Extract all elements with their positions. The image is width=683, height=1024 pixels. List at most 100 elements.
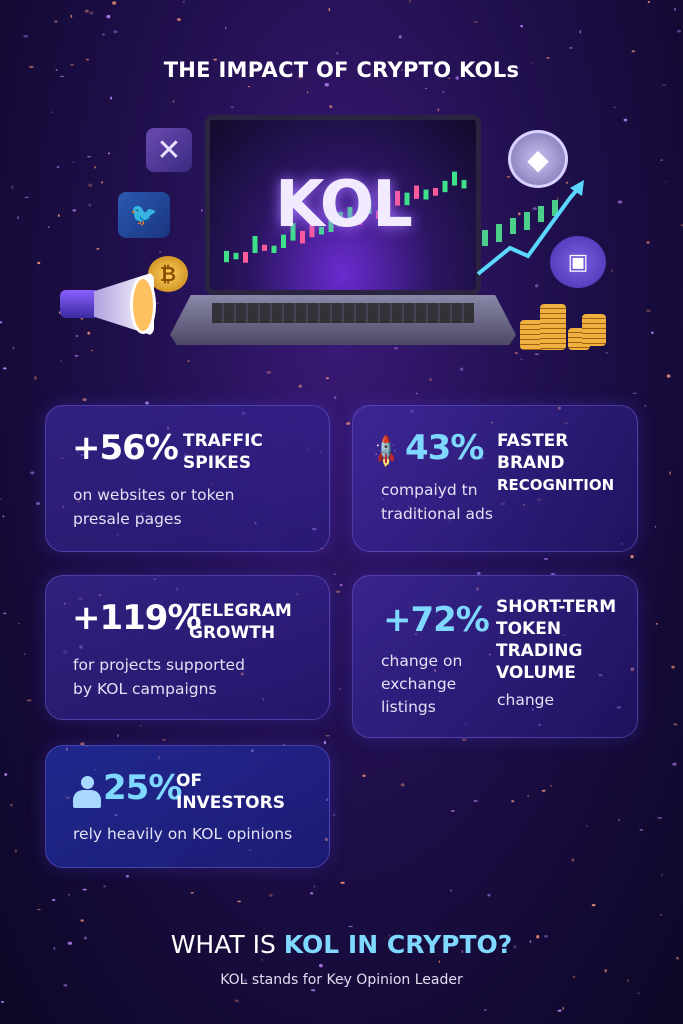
star-particle [348,925,354,928]
twitter-bird-icon: 🐦 [118,192,170,238]
star-particle [102,33,105,36]
candle [300,230,305,244]
star-particle [338,687,341,690]
star-particle [586,825,588,827]
star-particle [0,1001,5,1003]
footer-heading-plain: WHAT IS [170,930,276,959]
stat-card-traffic: +56% TRAFFIC SPIKES on websites or token p… [45,405,330,552]
star-particle [90,350,94,352]
footer-heading-accent: KOL IN CRYPTO? [283,930,513,959]
star-particle [568,46,573,49]
star-particle [646,241,650,244]
star-particle [328,7,331,12]
star-particle [68,893,71,896]
candle [433,188,438,196]
star-particle [107,152,111,155]
star-particle [438,960,441,964]
ethereum-coin-icon: ◆ [508,130,568,188]
star-particle [187,360,190,362]
star-particle [637,992,641,995]
heading-line: TELEGRAM [189,601,292,621]
stat-card-telegram-growth: +119% TELEGRAM GROWTH for projects suppor… [45,575,330,720]
star-particle [313,885,316,888]
candle [395,190,400,206]
star-particle [534,284,539,288]
star-particle [325,735,330,737]
candle [243,251,248,263]
candle [262,244,267,251]
heading-line: VOLUME [496,663,576,683]
star-particle [644,404,647,408]
stat-value: +72% [383,600,490,640]
candle [404,192,410,206]
star-particle [88,183,93,187]
star-particle [671,665,675,669]
star-particle [424,87,428,90]
star-particle [437,108,440,112]
heading-line: FASTER [497,431,569,451]
star-particle [10,803,13,807]
star-particle [103,885,106,888]
star-particle [618,818,620,822]
star-particle [117,733,119,738]
star-particle [72,161,75,163]
star-particle [333,396,337,400]
candle [328,214,334,233]
stat-value: 25% [103,768,182,808]
star-particle [125,875,130,878]
star-particle [534,353,540,355]
star-particle [23,653,26,656]
star-particle [225,26,227,30]
star-particle [172,99,175,104]
desc-line: compaiyd tn [381,481,478,499]
star-particle [298,384,302,388]
page-title: THE IMPACT OF CRYPTO KOLs [163,58,520,82]
star-particle [37,908,41,911]
candle [281,234,286,249]
star-particle [74,355,79,357]
candle [452,171,457,186]
star-particle [462,738,467,741]
desc-line: for projects supported [73,656,245,674]
star-particle [362,774,366,778]
star-particle [3,612,7,615]
star-particle [318,963,323,968]
star-particle [631,50,635,53]
star-particle [33,376,37,380]
stat-description: change on exchange listings [381,650,462,719]
stat-heading: TELEGRAM GROWTH [189,600,292,644]
star-particle [88,203,92,207]
star-particle [11,185,14,189]
star-particle [398,35,402,39]
candle [347,207,353,223]
star-particle [450,810,455,812]
star-particle [617,200,623,204]
star-particle [30,471,35,475]
star-particle [340,881,345,884]
star-particle [664,181,667,183]
candle [461,179,467,189]
star-particle [429,377,432,382]
star-particle [70,14,73,18]
stat-value: +56% [72,428,179,468]
candle [309,221,315,238]
star-particle [325,377,330,380]
desc-line: listings [381,698,436,716]
laptop: KOL [170,115,516,355]
desc-line: change on [381,652,463,670]
footer-heading: WHAT IS KOL IN CRYPTO? [0,930,683,959]
candle [366,200,372,215]
star-particle [449,888,453,893]
stat-card-investors: 25% OF INVESTORS rely heavily on KOL opin… [45,745,330,868]
star-particle [543,558,549,560]
candle [357,211,362,225]
candle [376,210,381,219]
heading-line: TRADING [496,641,583,661]
star-particle [669,471,671,475]
candle [233,252,239,260]
star-particle [579,30,581,34]
star-particle [415,392,418,395]
star-particle [591,904,596,907]
stat-heading: OF INVESTORS [176,770,285,814]
star-particle [237,900,242,903]
